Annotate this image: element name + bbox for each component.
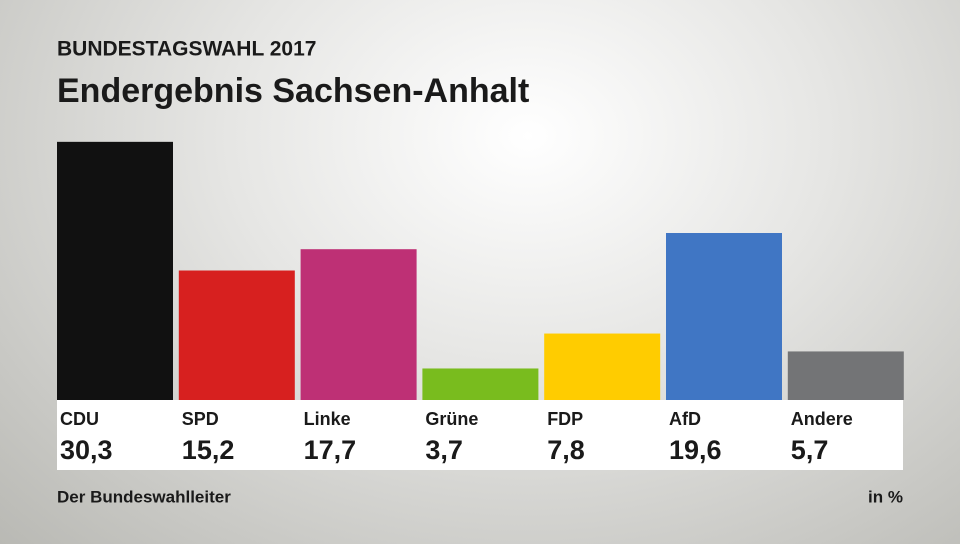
bar [57, 141, 173, 400]
value-label: 30,3 [60, 435, 113, 465]
category-label: AfD [669, 409, 701, 429]
category-label: CDU [60, 409, 99, 429]
unit: in % [868, 487, 903, 506]
bar [178, 270, 295, 400]
chart-title: Endergebnis Sachsen-Anhalt [57, 72, 529, 110]
category-label: SPD [182, 409, 219, 429]
bar [422, 368, 539, 400]
bar [544, 333, 661, 400]
bar [300, 249, 417, 400]
category-label: Linke [304, 409, 351, 429]
value-label: 15,2 [182, 435, 235, 465]
bar [666, 233, 782, 400]
value-label: 3,7 [425, 435, 463, 465]
bar [787, 351, 904, 400]
source: Der Bundeswahlleiter [57, 487, 231, 506]
category-label: Andere [791, 409, 853, 429]
category-label: Grüne [425, 409, 478, 429]
supertitle: BUNDESTAGSWAHL 2017 [57, 38, 316, 61]
value-label: 19,6 [669, 435, 722, 465]
value-label: 17,7 [304, 435, 357, 465]
category-label: FDP [547, 409, 583, 429]
value-label: 7,8 [547, 435, 585, 465]
label-panel [57, 400, 903, 470]
value-label: 5,7 [791, 435, 829, 465]
